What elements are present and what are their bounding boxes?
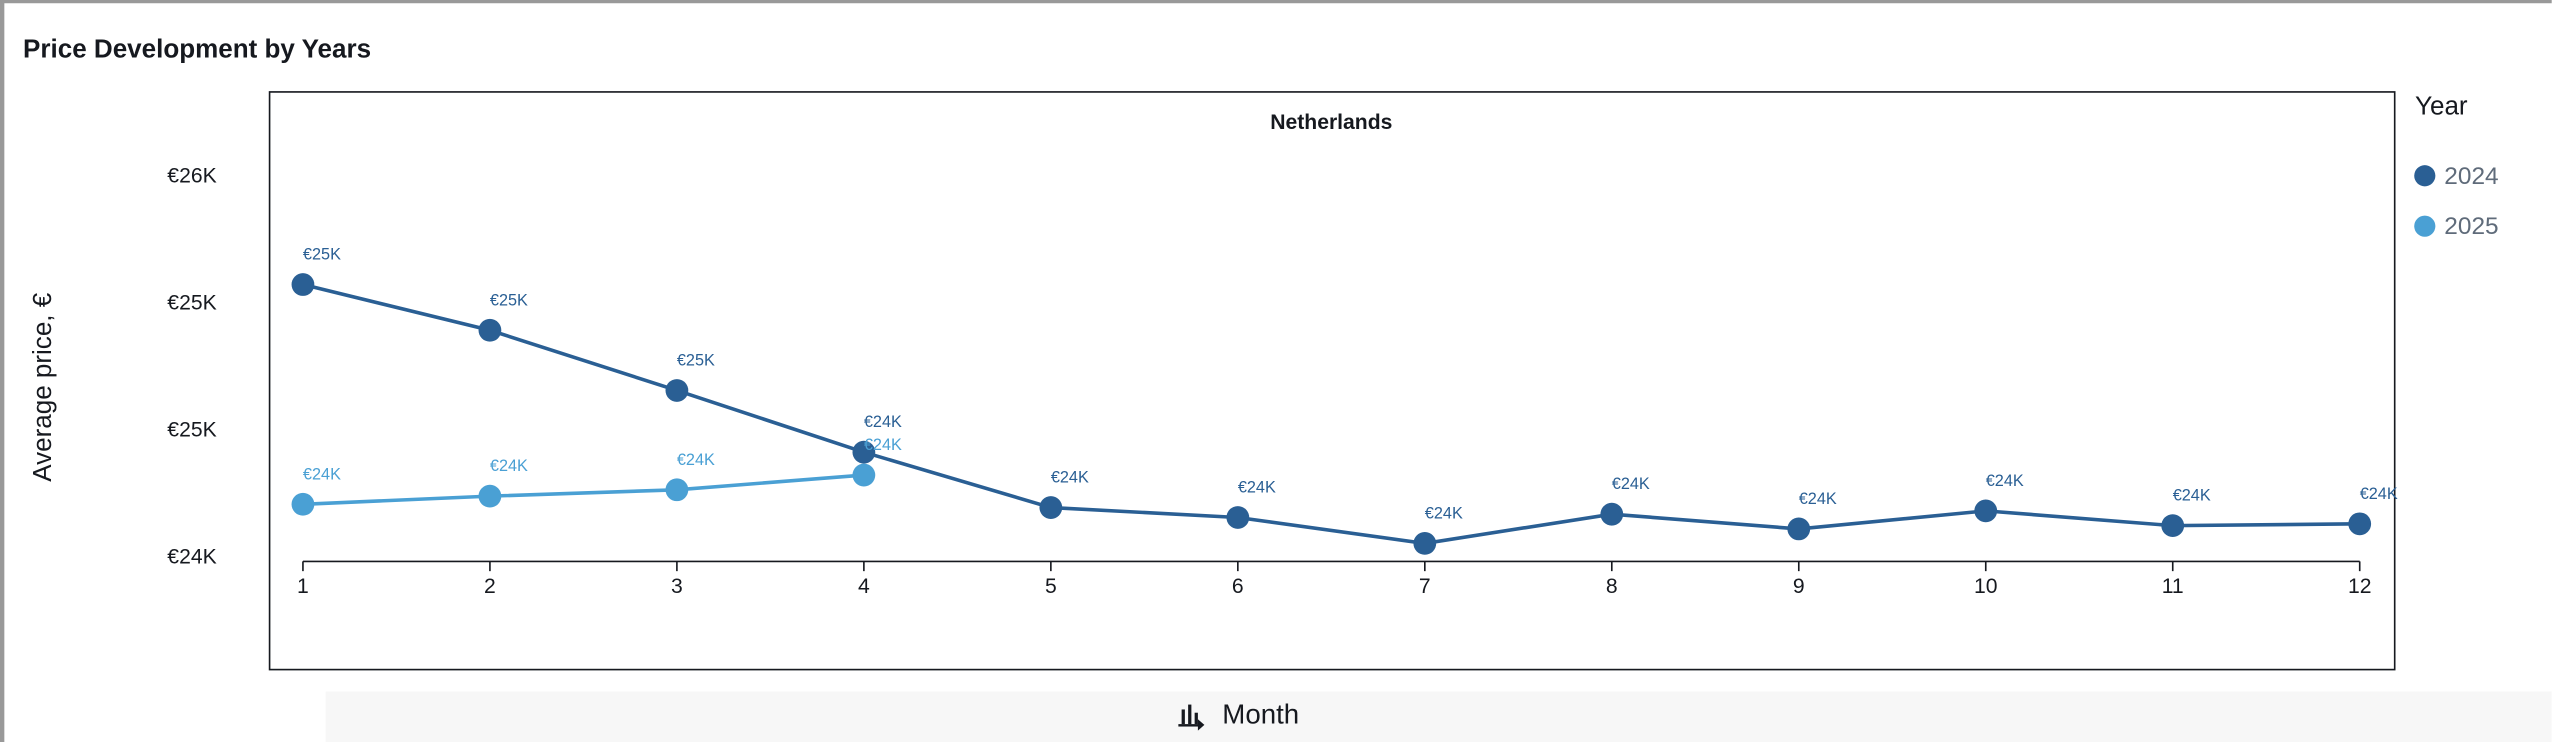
data-label: €25K <box>677 351 715 369</box>
data-point <box>478 318 502 342</box>
series-line <box>302 282 2360 546</box>
x-tick-label: 8 <box>1606 575 1618 598</box>
data-point <box>1600 502 1624 526</box>
y-tick-label: €25K <box>167 292 216 315</box>
y-tick-label: €24K <box>167 546 216 569</box>
data-label: €24K <box>864 413 902 431</box>
legend-label: 2024 <box>2444 163 2498 190</box>
x-tick-label: 6 <box>1232 575 1244 598</box>
data-label: €24K <box>864 436 902 454</box>
x-tick-label: 7 <box>1419 575 1431 598</box>
y-tick-label: €26K <box>167 165 216 188</box>
data-label: €25K <box>490 291 528 309</box>
data-label: €24K <box>1051 469 1089 487</box>
x-tick-label: 2 <box>484 575 496 598</box>
data-label: €24K <box>1986 472 2024 490</box>
data-point <box>1974 499 1998 523</box>
data-label: €24K <box>1612 475 1650 493</box>
data-label: €24K <box>490 457 528 475</box>
data-point <box>478 484 502 508</box>
x-tick-label: 10 <box>1974 575 1998 598</box>
x-tick-label: 12 <box>2348 575 2372 598</box>
legend-marker <box>2414 215 2436 237</box>
data-label: €25K <box>303 246 341 264</box>
data-point <box>665 478 689 502</box>
data-point <box>291 273 315 296</box>
x-axis-title: Month <box>1222 698 1299 729</box>
facet-title: Netherlands <box>1270 111 1392 134</box>
data-point <box>1787 517 1811 541</box>
y-axis-title: Average price, € <box>27 292 57 482</box>
x-axis-icon <box>1178 704 1205 731</box>
x-tick-label: 3 <box>671 575 683 598</box>
data-point <box>2348 512 2372 536</box>
data-label: €24K <box>677 451 715 469</box>
x-tick-label: 5 <box>1045 575 1057 598</box>
data-point <box>291 492 315 516</box>
data-point <box>1413 532 1437 555</box>
chart-title: Price Development by Years <box>23 33 371 63</box>
data-point <box>852 440 876 464</box>
legend-title: Year <box>2415 90 2468 120</box>
data-point <box>665 379 689 402</box>
x-tick-label: 4 <box>858 575 870 598</box>
data-label: €24K <box>1799 490 1837 508</box>
x-tick-label: 9 <box>1793 575 1805 598</box>
series-line <box>302 473 865 507</box>
legend-marker <box>2414 165 2436 187</box>
data-point <box>852 463 876 487</box>
x-tick-label: 1 <box>297 575 309 598</box>
x-tick-label: 11 <box>2162 575 2184 598</box>
footer-shade <box>325 691 2552 742</box>
data-label: €24K <box>1238 478 1276 496</box>
data-point <box>1226 506 1250 529</box>
data-point <box>2161 514 2185 538</box>
y-tick-label: €25K <box>167 419 216 442</box>
data-label: €24K <box>2173 487 2211 505</box>
data-point <box>1039 496 1063 519</box>
data-label: €24K <box>2360 485 2398 503</box>
legend-label: 2025 <box>2444 213 2498 240</box>
plot-frame <box>268 91 2396 671</box>
data-label: €24K <box>303 465 341 483</box>
data-label: €24K <box>1425 504 1463 522</box>
